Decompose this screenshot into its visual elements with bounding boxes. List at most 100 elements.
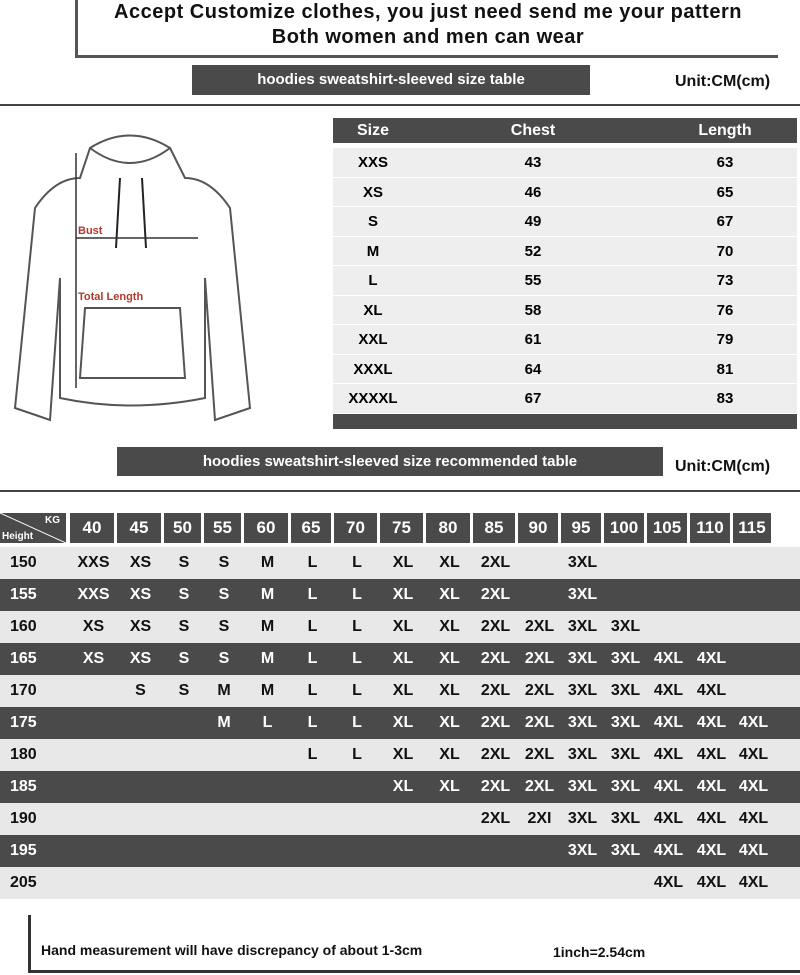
header-line-1: Accept Customize clothes, you just need … (114, 1, 742, 23)
size-cell: L (352, 618, 362, 635)
size-cell (334, 835, 380, 867)
size-cell: M (217, 682, 231, 699)
size-cell: L (307, 554, 318, 571)
size-cell: 43 (524, 154, 542, 171)
kg-label: KG (45, 515, 60, 526)
size-cell: 3XL (610, 618, 641, 635)
size-cell (380, 867, 426, 899)
size-cell (518, 867, 561, 899)
weight-header: 75 (380, 513, 423, 543)
size-cell (334, 803, 380, 835)
size-row: XS 46 65 (333, 177, 797, 207)
size-cell: 3XL (567, 810, 598, 827)
size-cell: 4XL (696, 650, 727, 667)
size-cell (117, 835, 164, 867)
size-cell (733, 579, 774, 611)
size-cell (117, 739, 164, 771)
size-cell (604, 547, 647, 579)
size-cell: 76 (716, 301, 734, 319)
recommend-row: 195 3XL 3XL 4XL 4XL 4XL (0, 835, 800, 867)
size-cell (426, 803, 473, 835)
size-cell: L (352, 586, 362, 603)
size-cell: 3XL (567, 842, 598, 859)
size-cell: XL (392, 778, 414, 795)
size-cell: L (352, 746, 362, 763)
size-cell: XS (129, 586, 152, 603)
size-cell (204, 867, 244, 899)
weight-header: 105 (647, 513, 687, 543)
size-cell: M (260, 618, 275, 635)
size-cell (426, 867, 473, 899)
size-row: XXXL 64 81 (333, 354, 797, 384)
size-cell: XL (392, 618, 414, 635)
size-cell (733, 675, 774, 707)
height-cell: 160 (10, 618, 37, 635)
size-table-footer-bar (333, 413, 797, 429)
size-cell: 4XL (696, 682, 727, 699)
size-cell: 4XL (696, 746, 727, 763)
size-cell (473, 867, 518, 899)
size-cell: 3XL (567, 650, 598, 667)
size-cell: 3XL (610, 650, 641, 667)
corner-cell: KG Height (0, 513, 66, 543)
size-cell: 2XL (480, 618, 511, 635)
recommend-row: 155 XXS XS S S M L L XL XL 2XL 3XL (0, 579, 800, 611)
size-cell: 2XL (480, 586, 511, 603)
recommend-row: 190 2XL 2XI 3XL 3XL 4XL 4XL 4XL (0, 803, 800, 835)
size-cell: 4XL (696, 842, 727, 859)
weight-header: 100 (604, 513, 644, 543)
size-cell: 4XL (653, 810, 684, 827)
size-cell: XL (439, 682, 460, 699)
size-cell: 67 (716, 213, 734, 230)
size-cell (604, 867, 647, 899)
height-cell: 150 (10, 554, 37, 571)
size-cell (117, 707, 164, 739)
size-cell (117, 771, 164, 803)
height-cell: 185 (10, 778, 37, 795)
height-cell: 195 (10, 842, 37, 859)
size-cell: 2XL (524, 618, 555, 635)
size-cell: XS (129, 554, 152, 571)
size-cell: 4XL (653, 874, 684, 891)
size-cell (561, 867, 604, 899)
recommend-row: 175 M L L L XL XL 2XL 2XL 3XL 3XL 4XL 4XL 4XL (0, 707, 800, 739)
size-cell: XL (439, 554, 460, 571)
recommend-row: 205 4XL 4XL 4XL (0, 867, 800, 899)
size-cell: L (307, 650, 318, 667)
size-cell: 2XL (524, 682, 555, 699)
size-table-unit: Unit:CM(cm) (675, 73, 771, 90)
size-cell: 3XL (567, 618, 598, 635)
size-cell: 73 (716, 272, 734, 289)
size-cell: 2XL (480, 682, 511, 699)
size-cell (204, 739, 244, 771)
size-cell: 2XL (480, 746, 511, 763)
size-cell (690, 611, 733, 643)
height-cell: 180 (10, 746, 37, 763)
recommend-table-title: hoodies sweatshirt-sleeved size recommen… (117, 447, 663, 476)
size-cell: L (352, 554, 362, 571)
size-cell: 2XI (527, 810, 552, 827)
recommend-row: 165 XS XS S S M L L XL XL 2XL 2XL 3XL 3XL 4XL 4XL (0, 643, 800, 675)
height-label: Height (2, 531, 34, 542)
size-cell: 3XL (610, 746, 641, 763)
size-cell: L (352, 714, 362, 731)
size-cell: XXS (357, 154, 388, 171)
size-cell: 3XL (567, 778, 598, 795)
col-length: Length (698, 122, 752, 139)
header-line-2: Both women and men can wear (271, 26, 585, 48)
size-cell: S (367, 213, 378, 230)
size-cell: 55 (524, 272, 542, 289)
hoodie-pocket (78, 307, 187, 379)
size-cell: 3XL (567, 682, 598, 699)
size-cell (733, 643, 774, 675)
recommend-table: KG Height 40 45 50 55 60 65 70 75 80 85 90 95 100 105… (0, 513, 800, 899)
size-cell: S (178, 650, 190, 667)
size-cell: 58 (524, 301, 542, 319)
size-cell: XXS (77, 554, 110, 571)
size-cell: 4XL (738, 778, 769, 795)
size-cell (473, 835, 518, 867)
size-cell: XL (392, 586, 414, 603)
size-cell: XL (392, 650, 414, 667)
size-cell: S (178, 618, 190, 635)
weight-header-row: KG Height 40 45 50 55 60 65 70 75 80 85 90 95 100 105… (0, 513, 800, 547)
